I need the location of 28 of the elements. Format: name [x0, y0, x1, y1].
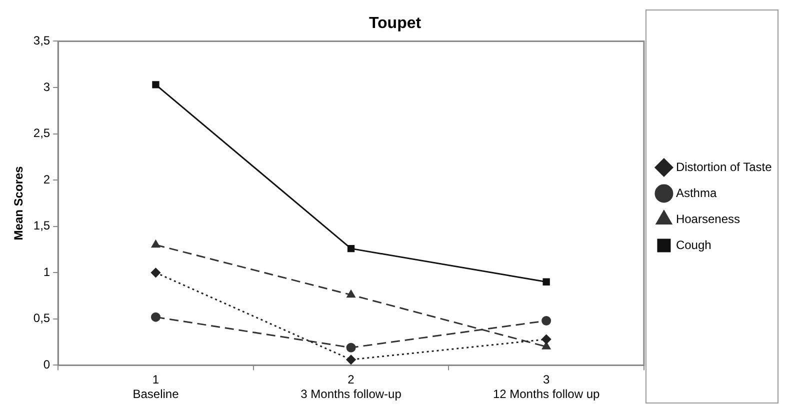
- y-tick-label: 3,5: [33, 34, 50, 48]
- legend-label: Asthma: [676, 186, 717, 200]
- point: [347, 244, 355, 252]
- point: [346, 290, 356, 298]
- point: [542, 278, 550, 286]
- y-tick-label: 2: [43, 172, 50, 186]
- y-tick-label: 1,5: [33, 218, 50, 233]
- point: [542, 334, 552, 344]
- point: [150, 268, 160, 278]
- y-axis-title: Mean Scores: [12, 166, 26, 240]
- y-tick-label: 2,5: [33, 126, 50, 140]
- legend-label: Hoarseness: [676, 212, 740, 226]
- y-tick-label: 1: [43, 264, 50, 279]
- point: [542, 316, 552, 326]
- point: [346, 354, 356, 364]
- y-tick-label: 3: [43, 80, 50, 94]
- point: [152, 81, 160, 88]
- x-tick-label: 2 3 Months follow-up: [300, 372, 402, 402]
- legend-label: Cough: [676, 238, 712, 252]
- point: [152, 240, 160, 248]
- chart-title: Toupet: [368, 15, 422, 32]
- x-tick-label: 3 12 Months follow up: [492, 372, 600, 402]
- x-tick-label: 1 Baseline: [132, 372, 180, 402]
- point: [346, 342, 356, 352]
- y-tick-label: 0: [43, 358, 50, 372]
- y-tick-label: 0,5: [33, 311, 50, 326]
- point: [150, 312, 160, 322]
- legend-label: Distortion of Taste: [676, 160, 772, 174]
